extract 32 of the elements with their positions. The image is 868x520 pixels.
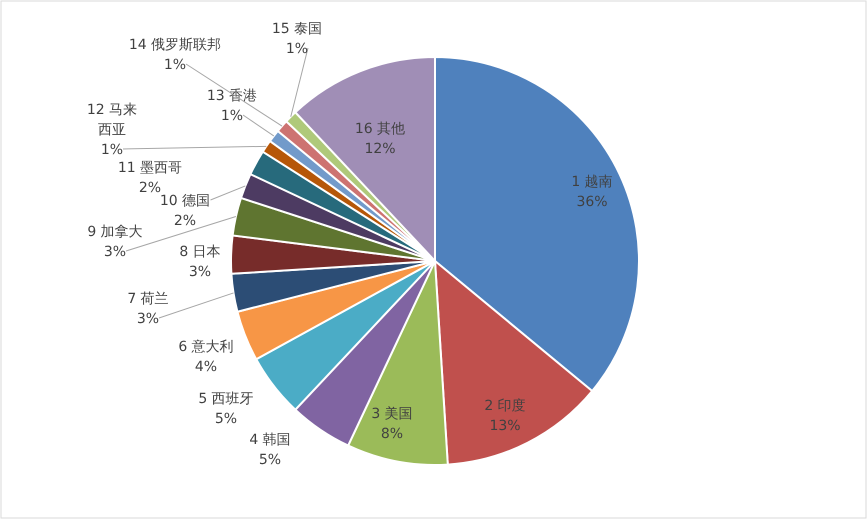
- data-label: 8%: [380, 426, 404, 442]
- data-label: 5%: [214, 411, 238, 427]
- slice-label: 11 墨西哥: [118, 160, 182, 176]
- data-label: 4%: [194, 359, 218, 375]
- slice-label: 12 马来西亚: [86, 102, 138, 138]
- slice-label: 2 印度: [484, 398, 526, 414]
- slice-label: 1 越南: [571, 174, 613, 190]
- slice-label: 3 美国: [371, 406, 413, 422]
- data-label: 12%: [364, 141, 396, 157]
- slice-label: 8 日本: [179, 244, 221, 260]
- slice-label: 5 西班牙: [198, 391, 254, 407]
- data-label: 13%: [489, 418, 521, 434]
- data-label: 2%: [174, 213, 196, 229]
- slice-label: 4 韩国: [249, 432, 291, 448]
- slice-label: 16 其他: [354, 121, 406, 137]
- data-label: 1%: [100, 142, 124, 158]
- slice-label: 10 德国: [160, 193, 210, 209]
- data-label: 3%: [188, 264, 212, 280]
- data-label: 2%: [138, 180, 162, 196]
- slice-label: 15 泰国: [272, 21, 322, 37]
- slice-label: 9 加拿大: [87, 224, 143, 240]
- data-label: 5%: [258, 452, 282, 468]
- slice-label: 14 俄罗斯联邦: [128, 37, 222, 53]
- data-label: 3%: [104, 244, 126, 260]
- slice-label: 13 香港: [206, 88, 258, 104]
- slice-label: 6 意大利: [178, 339, 234, 355]
- data-label: 1%: [286, 41, 308, 57]
- data-label: 3%: [136, 311, 160, 327]
- data-label: 1%: [220, 108, 244, 124]
- data-label: 36%: [576, 194, 608, 210]
- slice-label: 7 荷兰: [127, 291, 169, 307]
- data-label: 1%: [164, 57, 186, 73]
